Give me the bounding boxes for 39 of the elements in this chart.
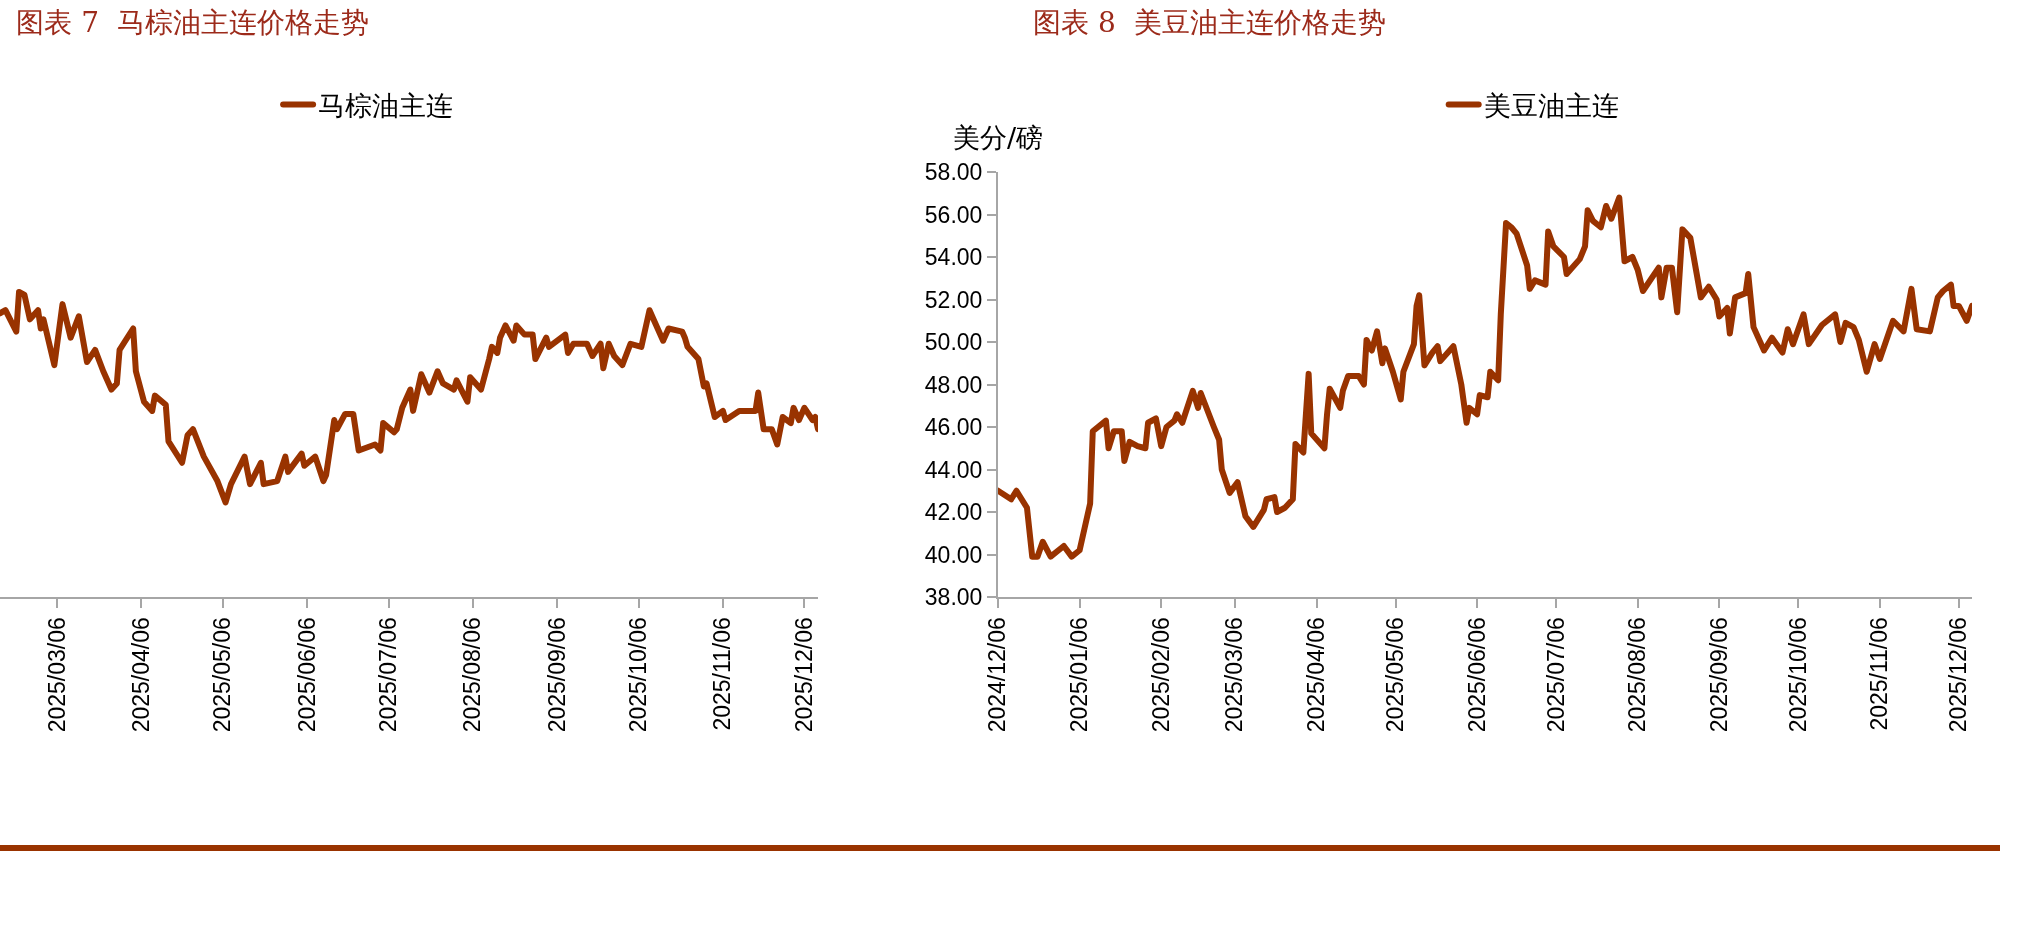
y-axis-title: 美分/磅 xyxy=(953,122,1044,153)
x-tick-label: 2025/12/06 xyxy=(1945,617,1972,733)
chart-title: 图表 7 马棕油主连价格走势 xyxy=(16,6,369,40)
y-tick-label: 46.00 xyxy=(924,414,983,441)
x-tick-label: 2025/11/06 xyxy=(709,617,736,731)
x-tick-label: 2025/10/06 xyxy=(1784,617,1811,733)
x-tick-label: 2025/08/06 xyxy=(459,617,486,733)
x-tick-label: 2025/01/06 xyxy=(1066,617,1093,733)
y-tick-label: 52.00 xyxy=(924,286,983,313)
x-tick-label: 2025/08/06 xyxy=(1624,617,1651,733)
x-tick-label: 2025/11/06 xyxy=(1866,617,1893,731)
chart-title: 图表 8 美豆油主连价格走势 xyxy=(1033,6,1386,40)
x-tick-label: 2025/03/06 xyxy=(43,617,70,733)
x-tick-label: 2025/04/06 xyxy=(127,617,154,733)
y-tick-label: 40.00 xyxy=(924,541,983,568)
x-tick-label: 2025/05/06 xyxy=(209,617,236,733)
x-tick-label: 2024/12/06 xyxy=(984,617,1011,733)
y-tick-label: 48.00 xyxy=(924,371,983,398)
y-tick-label: 50.00 xyxy=(924,329,983,356)
y-tick-label: 38.00 xyxy=(924,584,983,611)
y-tick-label: 42.00 xyxy=(924,499,983,526)
x-tick-label: 2025/09/06 xyxy=(1705,617,1732,733)
x-tick-label: 2025/03/06 xyxy=(1221,617,1248,733)
legend-label: 马棕油主连 xyxy=(318,90,454,122)
x-tick-label: 2025/07/06 xyxy=(375,617,402,733)
x-tick-label: 2025/02/06 xyxy=(1147,617,1174,733)
x-tick-label: 2025/12/06 xyxy=(790,617,817,733)
x-tick-label: 2025/04/06 xyxy=(1302,617,1329,733)
x-tick-label: 2025/06/06 xyxy=(293,617,320,733)
x-tick-label: 2025/05/06 xyxy=(1381,617,1408,733)
x-tick-label: 2025/09/06 xyxy=(543,617,570,733)
x-tick-label: 2025/10/06 xyxy=(625,617,652,733)
y-tick-label: 58.00 xyxy=(924,159,983,186)
x-tick-label: 2025/06/06 xyxy=(1463,617,1490,733)
legend-label: 美豆油主连 xyxy=(1483,90,1619,122)
y-tick-label: 56.00 xyxy=(924,201,983,228)
y-tick-label: 54.00 xyxy=(924,244,983,271)
x-tick-label: 2025/07/06 xyxy=(1542,617,1569,733)
y-tick-label: 44.00 xyxy=(924,456,983,483)
